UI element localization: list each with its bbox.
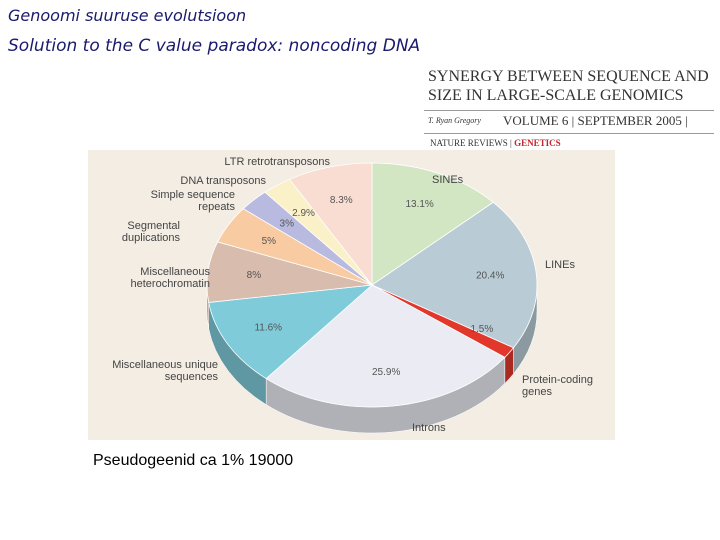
author: T. Ryan Gregory: [428, 116, 481, 125]
slice: [265, 284, 506, 408]
category-label: LINEs: [545, 259, 575, 271]
slice: [208, 284, 374, 380]
category-label: Introns: [412, 422, 446, 434]
journal: NATURE REVIEWS: [430, 138, 508, 148]
rule: [424, 110, 714, 111]
value-label: 2.9%: [292, 208, 315, 219]
journal-title: SYNERGY BETWEEN SEQUENCE AND: [428, 68, 709, 85]
value-label: 13.1%: [405, 199, 433, 210]
slide-title: Genoomi suuruse evolutsioon: [8, 6, 247, 25]
value-label: 20.4%: [476, 271, 504, 282]
category-label: Protein-coding genes: [522, 374, 593, 398]
slide-subtitle: Solution to the C value paradox: noncodi…: [8, 36, 421, 56]
rule: [424, 133, 714, 134]
section: GENETICS: [514, 138, 561, 148]
category-label: Miscellaneous unique sequences: [112, 359, 218, 383]
caption: Pseudogeenid ca 1% 19000: [93, 452, 294, 469]
slice: [371, 201, 538, 349]
slice: [371, 162, 494, 286]
volume: VOLUME 6 | SEPTEMBER 2005 |: [503, 113, 688, 128]
category-label: DNA transposons: [180, 175, 266, 187]
category-label: Segmental duplications: [121, 220, 180, 244]
value-label: 8.3%: [330, 195, 353, 206]
value-label: 25.9%: [372, 367, 400, 378]
value-label: 8%: [247, 270, 262, 281]
category-label: SINEs: [432, 174, 464, 186]
value-label: 5%: [262, 236, 277, 247]
value-label: 1.5%: [470, 324, 493, 335]
journal-title: SIZE IN LARGE-SCALE GENOMICS: [428, 87, 684, 104]
slice: [288, 162, 373, 287]
value-label: 3%: [280, 218, 295, 229]
category-label: Simple sequence repeats: [150, 189, 235, 213]
value-label: 11.6%: [254, 322, 282, 333]
category-label: LTR retrotransposons: [224, 156, 330, 168]
category-label: Miscellaneous heterochromatin: [130, 266, 211, 290]
journal-name: NATURE REVIEWS | GENETICS: [430, 138, 561, 148]
